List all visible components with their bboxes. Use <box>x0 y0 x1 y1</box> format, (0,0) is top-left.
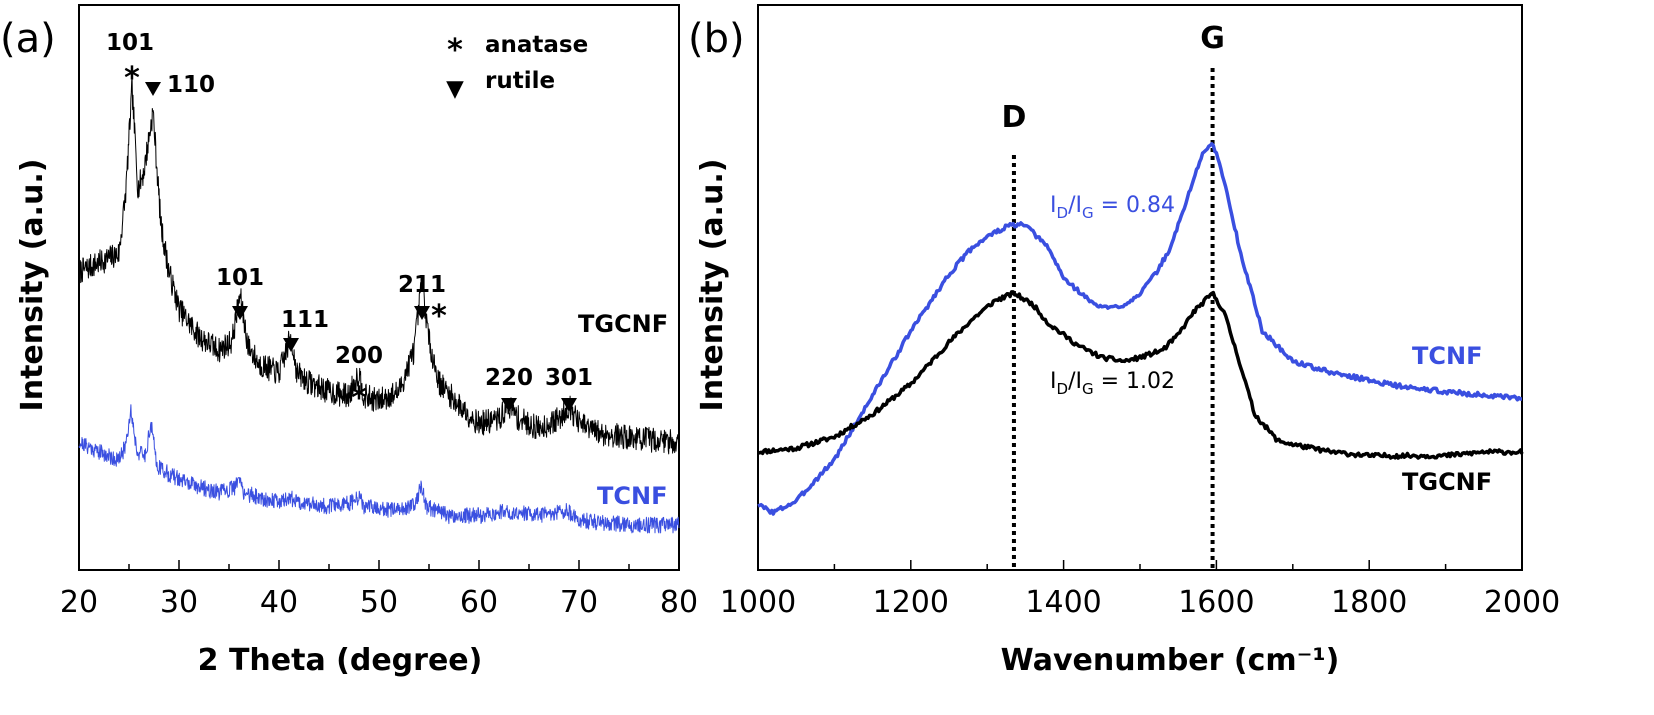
peak-label: 101 <box>106 30 154 56</box>
peak-label: 110 <box>167 72 215 98</box>
panel-a-tick-label: 60 <box>460 585 498 620</box>
anatase-marker: * <box>124 61 140 96</box>
panel-a-xrd: (a) 20 30 40 50 60 70 80 * 101 110 101 111 * 200 211 2… <box>0 4 698 678</box>
rutile-marker <box>145 82 161 96</box>
panel-a-y-axis-title: Intensity (a.u.) <box>15 159 50 412</box>
panel-a-tick-label: 70 <box>560 585 598 620</box>
panel-b-tick-label: 1800 <box>1331 585 1407 620</box>
panel-b-tick-label: 1200 <box>873 585 949 620</box>
panel-b-tick-label: 1600 <box>1178 585 1254 620</box>
series-line-tgcnf-b <box>757 290 1524 460</box>
panel-a-series <box>78 78 680 534</box>
panel-b-y-axis-title: Intensity (a.u.) <box>695 159 730 412</box>
panel-a-tick-label: 30 <box>160 585 198 620</box>
panel-b-raman: (b) 1000 1200 1400 1600 1800 2000 DG ID/IG = … <box>688 4 1560 678</box>
series-line-tcnf-a <box>78 404 680 534</box>
series-line-tcnf-b <box>757 142 1523 516</box>
legend-rutile-label: rutile <box>485 68 555 94</box>
rutile-marker <box>414 306 430 320</box>
panel-a-tick-label: 40 <box>260 585 298 620</box>
panel-b-label: (b) <box>688 16 745 62</box>
anatase-marker: * <box>431 299 447 334</box>
panel-b-x-axis-title: Wavenumber (cm⁻¹) <box>1001 643 1340 678</box>
ratio-annotation-tcnf: ID/IG = 0.84 <box>1050 193 1175 222</box>
rutile-marker <box>561 398 577 412</box>
peak-label: 111 <box>281 307 329 333</box>
peak-label: 200 <box>335 343 383 369</box>
band-label-d: D <box>1001 100 1026 135</box>
peak-label: 220 <box>485 365 533 391</box>
series-line-tgcnf-a <box>78 78 680 455</box>
panel-a-x-axis-title: 2 Theta (degree) <box>198 643 483 678</box>
rutile-marker <box>501 398 517 412</box>
panel-b-tick-label: 1400 <box>1025 585 1101 620</box>
ratio-annotation-tgcnf: ID/IG = 1.02 <box>1050 369 1175 398</box>
peak-label: 211 <box>398 272 446 298</box>
panel-a-x-ticks: 20 30 40 50 60 70 80 <box>60 560 698 620</box>
panel-a-peak-labels: * 101 110 101 111 * 200 211 220 301 * <box>106 30 593 416</box>
panel-b-x-ticks: 1000 1200 1400 1600 1800 2000 <box>720 560 1560 620</box>
band-label-g: G <box>1200 21 1225 56</box>
panel-a-tick-label: 80 <box>660 585 698 620</box>
rutile-marker <box>283 338 299 352</box>
legend-rutile-marker: ▼ <box>446 76 464 102</box>
panel-a-tick-label: 50 <box>360 585 398 620</box>
series-label-tgcnf-a: TGCNF <box>578 310 668 338</box>
panel-b-reference-lines: DG <box>1001 21 1225 568</box>
panel-a-legend: * anatase ▼ rutile <box>446 32 588 102</box>
series-label-tcnf-a: TCNF <box>597 482 667 510</box>
peak-label: 301 <box>545 365 593 391</box>
panel-b-series <box>757 142 1524 516</box>
panel-a-label: (a) <box>0 16 56 62</box>
series-label-tcnf-b: TCNF <box>1412 342 1482 370</box>
peak-label: 101 <box>216 265 264 291</box>
legend-anatase-marker: * <box>447 33 463 68</box>
rutile-marker <box>232 306 248 320</box>
anatase-marker: * <box>351 381 367 416</box>
legend-anatase-label: anatase <box>485 32 588 58</box>
panel-b-tick-label: 1000 <box>720 585 796 620</box>
panel-b-tick-label: 2000 <box>1484 585 1560 620</box>
series-label-tgcnf-b: TGCNF <box>1402 468 1492 496</box>
panel-a-tick-label: 20 <box>60 585 98 620</box>
